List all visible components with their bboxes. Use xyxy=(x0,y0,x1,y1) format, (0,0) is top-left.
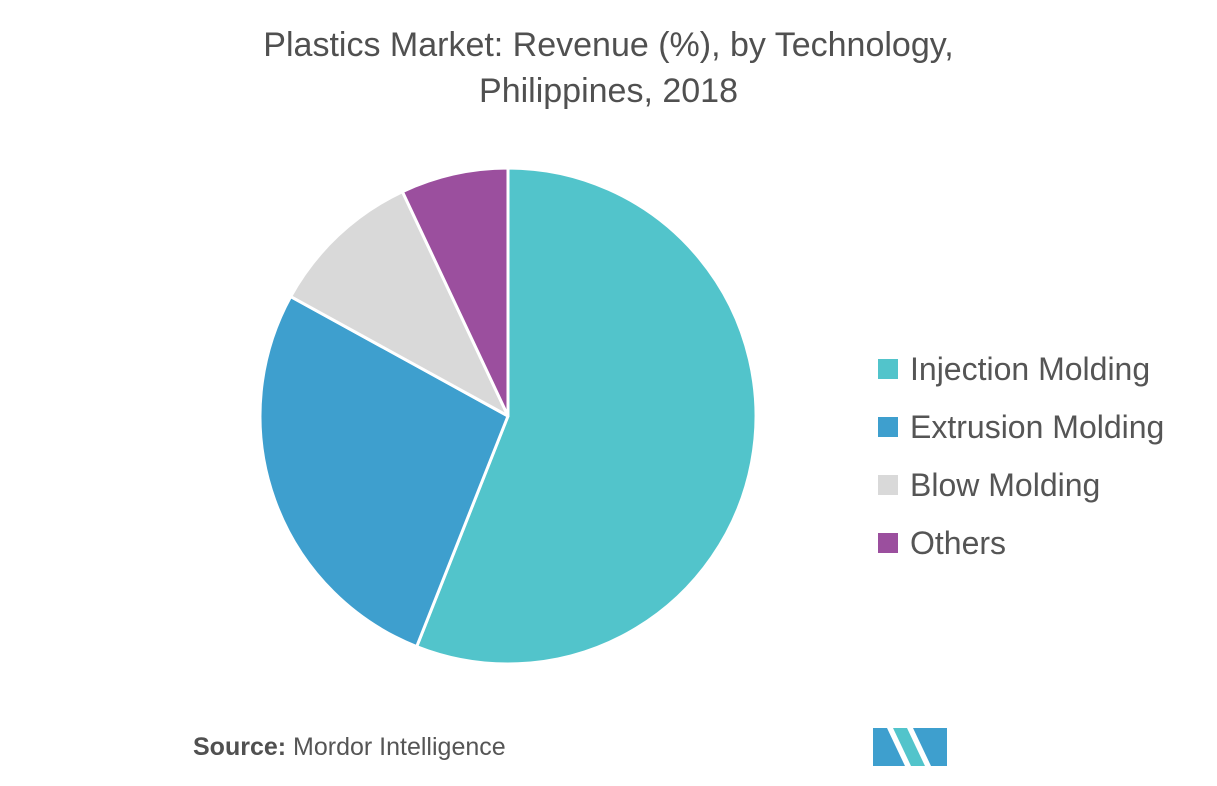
chart-title-line-1: Plastics Market: Revenue (%), by Technol… xyxy=(263,26,954,64)
pie-slice-others xyxy=(400,166,510,418)
legend-label: Others xyxy=(910,524,1007,561)
chart-legend: Injection Molding Extrusion Molding Blow M… xyxy=(878,340,1164,572)
source-note: Source: Mordor Intelligence xyxy=(193,733,506,762)
chart-title-line-2: Philippines, 2018 xyxy=(479,72,738,110)
source-label: Source: xyxy=(193,733,287,761)
chart-title: Plastics Market: Revenue (%), by Technol… xyxy=(0,22,1217,114)
legend-label: Blow Molding xyxy=(910,466,1101,503)
legend-item-extrusion-molding: Extrusion Molding xyxy=(878,398,1164,456)
logo-shape-left xyxy=(873,728,905,766)
legend-swatch xyxy=(878,475,898,495)
legend-swatch xyxy=(878,417,898,437)
pie-slice-blow-molding xyxy=(289,190,510,418)
logo-shape-mid xyxy=(893,728,925,766)
pie-slice-extrusion-molding xyxy=(258,295,510,649)
legend-swatch xyxy=(878,359,898,379)
pie-slice-injection-molding xyxy=(415,166,758,666)
legend-item-injection-molding: Injection Molding xyxy=(878,340,1164,398)
legend-swatch xyxy=(878,533,898,553)
legend-label: Injection Molding xyxy=(910,350,1151,387)
logo-shape-right xyxy=(913,728,947,766)
mordor-intelligence-logo-icon xyxy=(873,728,947,766)
source-value: Mordor Intelligence xyxy=(293,733,506,761)
legend-label: Extrusion Molding xyxy=(910,408,1165,445)
legend-item-blow-molding: Blow Molding xyxy=(878,456,1164,514)
legend-item-others: Others xyxy=(878,514,1164,572)
pie-slices xyxy=(258,166,758,666)
